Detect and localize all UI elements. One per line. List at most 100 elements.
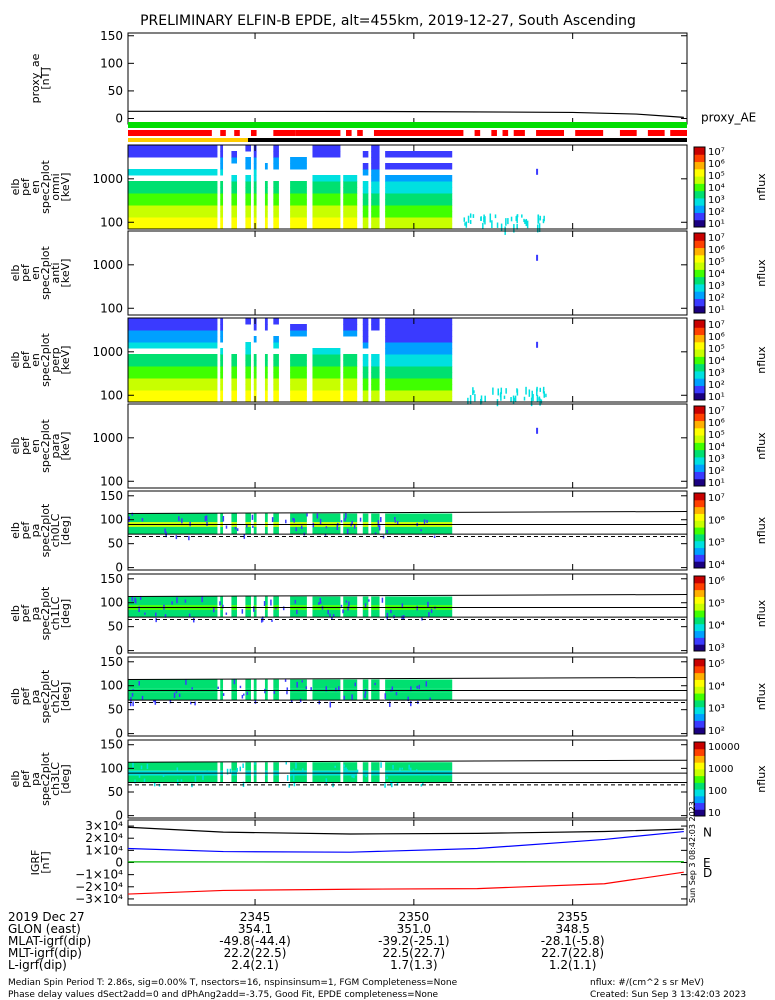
spectrogram-cell [273, 205, 279, 212]
orbit-row-value: 22.7(22.8) [541, 946, 604, 960]
spectrogram-cell [273, 199, 279, 206]
y-axis-label-line: elb [9, 438, 22, 455]
pitch-angle-cell [138, 774, 141, 778]
spectrogram-cell [290, 211, 307, 218]
colorbar-segment [694, 464, 705, 472]
pitch-angle-cell [264, 526, 268, 535]
colorbar-tick-label: 10⁷ [708, 493, 725, 504]
spectrogram-cell [371, 384, 380, 391]
orbit-footer: 2019 Dec 27 2345 2350 2355 GLON (east) 354.1 3… [8, 910, 746, 1000]
pitch-angle-cell [252, 525, 254, 528]
pitch-angle-cell [325, 686, 328, 692]
pitch-angle-cell [138, 681, 140, 686]
colorbar-tick-label: 10¹ [708, 219, 725, 230]
spectrogram-cell [253, 372, 257, 379]
spectrogram-cell [469, 213, 472, 218]
pitch-angle-cell [253, 775, 257, 783]
pitch-angle-cell [231, 762, 238, 771]
y-axis-label-line: [keV] [59, 259, 72, 288]
pitch-angle-cell [331, 617, 333, 620]
pitch-angle-cell [219, 601, 221, 606]
pitch-angle-y-axis: 150 100 50 0 [100, 572, 687, 658]
pitch-angle-cell [338, 686, 340, 691]
spectrogram-cell [128, 318, 218, 325]
y-tick-label: 150 [100, 29, 123, 43]
spectrogram-cell [128, 324, 218, 331]
colorbar-segment [694, 356, 705, 365]
pitch-angle-cell [146, 763, 149, 770]
pitch-angle-frame [127, 656, 688, 737]
pitch-angle-cell [386, 616, 388, 620]
spectrogram-cell [273, 217, 279, 224]
y-axis-label-line: pef [19, 177, 32, 196]
pitch-angle-cell [289, 774, 292, 777]
spectrogram-cell [371, 187, 380, 194]
pitch-angle-cell [385, 609, 453, 618]
pitch-angle-cell [290, 762, 307, 771]
loss-cone-upper-line [127, 594, 688, 598]
pitch-angle-cell [138, 606, 140, 612]
pitch-angle-cell [348, 601, 350, 607]
y-tick-label: 50 [108, 703, 123, 717]
pitch-angle-cell [306, 513, 308, 517]
y-tick-label: 150 [100, 738, 123, 752]
spectrogram-cell [385, 181, 453, 188]
spectrogram-cell [312, 390, 341, 397]
spectrogram-cell [220, 318, 224, 325]
spectrogram-cell [231, 181, 238, 188]
spectrogram-cell [290, 193, 307, 200]
spectrogram-cell [264, 217, 268, 224]
colorbar-segment [694, 755, 705, 763]
pitch-angle-cell [401, 767, 404, 770]
pitch-angle-cell [264, 596, 268, 606]
pitch-angle-cell [385, 762, 453, 771]
spectrogram-frame [127, 230, 688, 316]
pitch-angle-colorbar: 10⁷ 10⁶ 10⁵ 10⁴ nflux [693, 492, 768, 571]
pitch-angle-cell [128, 516, 130, 522]
spectrogram-cell [362, 360, 369, 367]
spectrogram-cell [500, 387, 503, 395]
pitch-angle-cell [312, 526, 341, 535]
spectrogram-cell [496, 222, 499, 228]
y-tick-label: 50 [108, 620, 123, 634]
pitch-angle-cell [178, 516, 180, 521]
pitch-angle-cell [188, 535, 190, 541]
colorbar-tick-label: 10³ [708, 643, 725, 654]
pitch-angle-cell [245, 775, 251, 783]
spectrogram-cell [499, 393, 502, 398]
pitch-angle-cell [429, 697, 431, 700]
spectrogram-cell [245, 384, 251, 391]
spectrogram-cell [245, 342, 251, 349]
colorbar-segment [694, 527, 705, 535]
spectrogram-cell [273, 151, 279, 158]
pitch-angle-cell [343, 762, 358, 771]
pitch-angle-cell [282, 606, 285, 611]
spectrogram-cell [264, 354, 268, 361]
spectrogram-cell [497, 388, 500, 396]
spectrogram-cell [128, 169, 218, 176]
spectrogram-cell [516, 223, 518, 230]
pitch-angle-cell [371, 762, 380, 771]
pitch-angle-cell [131, 512, 134, 516]
spectrogram-cell [362, 324, 369, 331]
spectrogram-cell [385, 360, 453, 367]
pitch-angle-cell [368, 599, 370, 602]
pitch-angle-cell [260, 618, 263, 623]
y-axis-label-line: [deg] [59, 599, 72, 628]
pitch-angle-cell [253, 679, 257, 689]
spectrogram-cell [525, 218, 528, 227]
spectrogram-cell [231, 199, 238, 206]
pitch-angle-cell [430, 608, 433, 613]
pitch-angle-cell [264, 513, 268, 523]
spectrogram-frame [127, 144, 688, 230]
pitch-angle-cell [377, 520, 380, 525]
status-bar-yellow [128, 138, 248, 142]
pitch-angle-cell [288, 783, 290, 788]
spectrogram-cell [273, 187, 279, 194]
pitch-angle-cell [416, 605, 418, 611]
y-axis-label-line: spec2plot [39, 586, 52, 640]
y-axis-label-line: elb [9, 605, 22, 622]
colorbar-segment [694, 576, 705, 584]
